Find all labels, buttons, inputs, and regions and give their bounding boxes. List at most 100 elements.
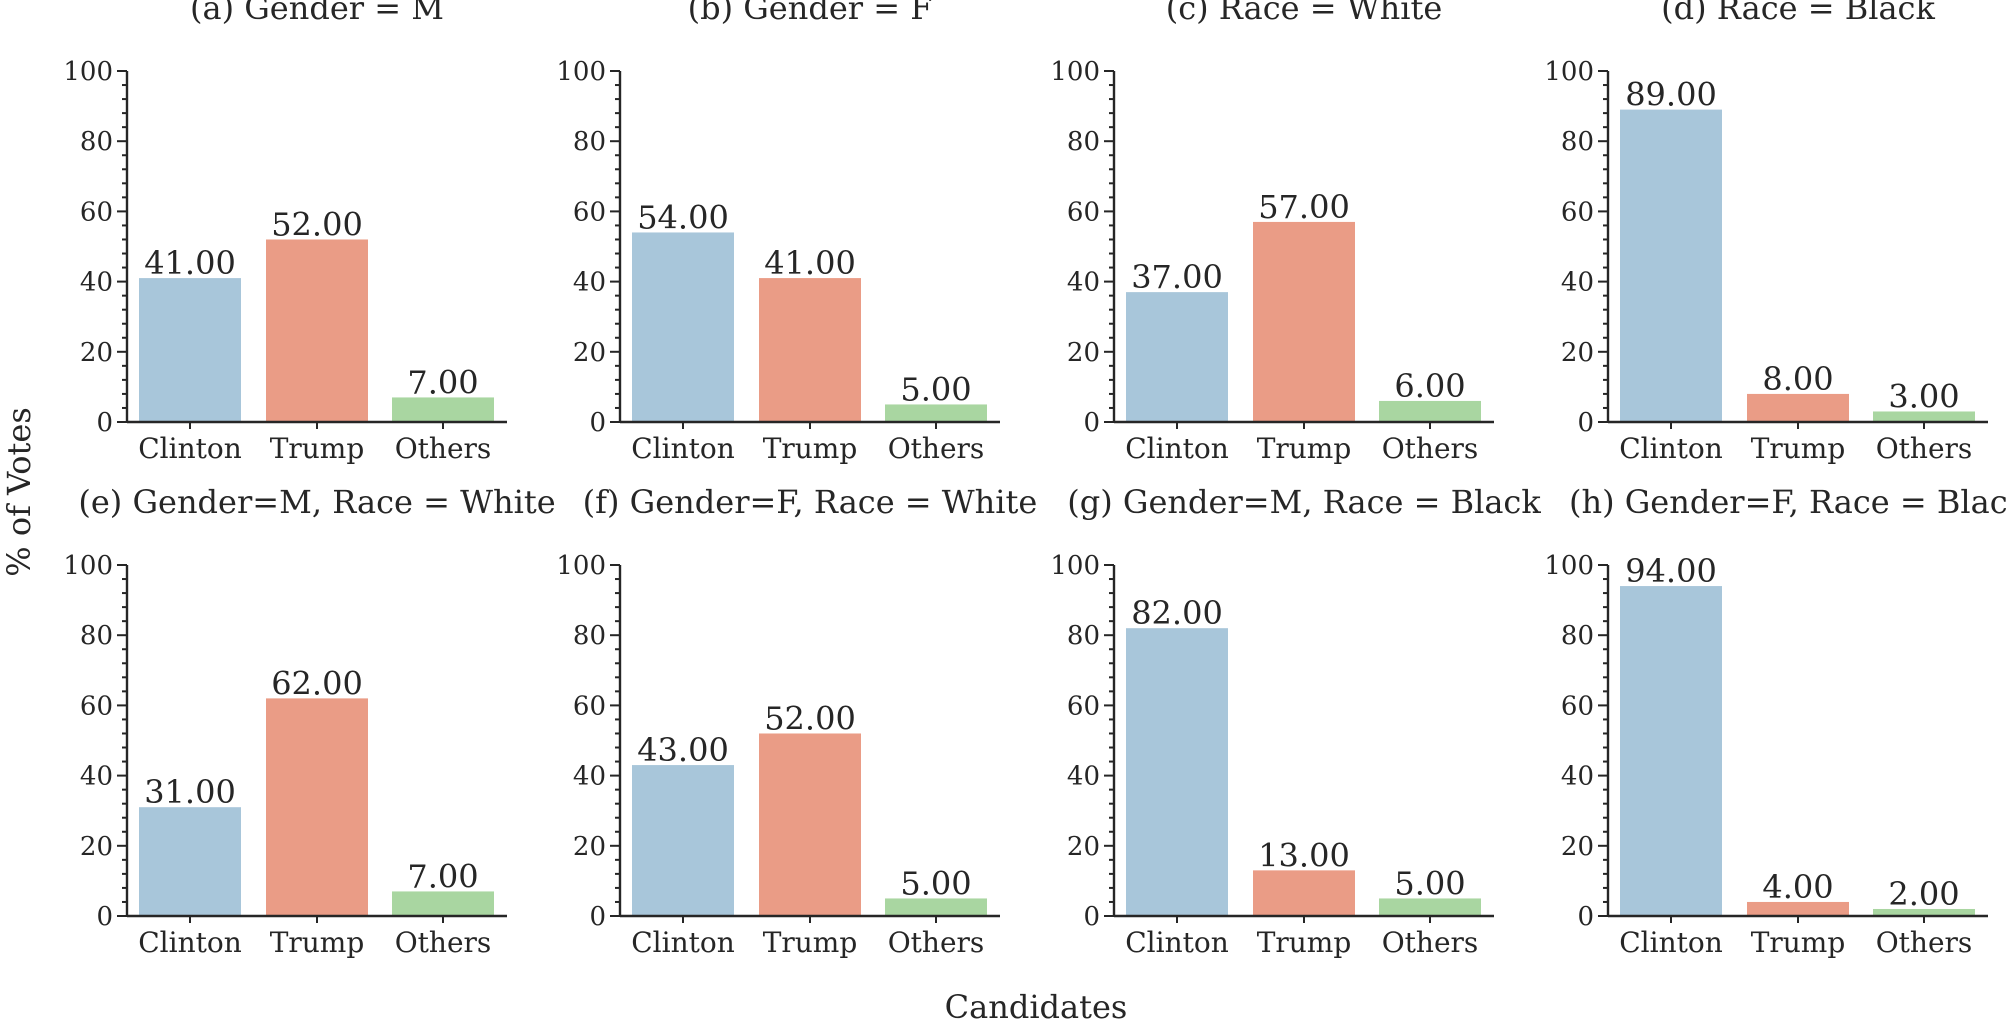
category-label: Others [395,432,492,465]
value-label: 54.00 [637,198,729,236]
bar-trump [759,733,861,916]
y-tick-label: 0 [96,408,113,438]
value-label: 3.00 [1888,377,1959,415]
y-tick-label: 40 [573,268,606,298]
y-tick-label: 20 [80,832,113,862]
bar-others [1873,411,1975,422]
value-label: 31.00 [144,773,236,811]
category-label: Trump [1257,926,1352,959]
category-label: Trump [763,432,858,465]
category-label: Trump [763,926,858,959]
y-tick-label: 100 [556,57,606,87]
category-label: Clinton [1125,432,1229,465]
bar-clinton [139,807,241,916]
category-label: Clinton [138,926,242,959]
y-tick-label: 20 [1561,832,1594,862]
value-label: 82.00 [1131,594,1223,632]
value-label: 5.00 [900,370,971,408]
y-tick-label: 60 [80,691,113,721]
y-tick-label: 80 [1561,621,1594,651]
y-tick-label: 0 [589,408,606,438]
y-tick-label: 20 [573,832,606,862]
value-label: 4.00 [1762,868,1833,906]
panel-title: (g) Gender=M, Race = Black [1067,483,1541,521]
y-tick-label: 0 [96,902,113,932]
y-tick-label: 0 [1083,902,1100,932]
y-tick-label: 100 [1050,551,1100,581]
y-tick-label: 60 [1561,197,1594,227]
y-tick-label: 0 [1577,902,1594,932]
y-tick-label: 80 [573,127,606,157]
y-tick-label: 100 [1544,57,1594,87]
y-tick-label: 20 [1067,338,1100,368]
value-label: 41.00 [764,244,856,282]
bar-trump [266,698,368,916]
bar-others [392,397,494,422]
y-tick-label: 100 [63,57,113,87]
panel-e: (e) Gender=M, Race = White 31.00 Clinton 62… [63,483,555,959]
bar-trump [1253,870,1355,916]
bar-others [885,404,987,422]
value-label: 2.00 [1888,875,1959,913]
y-tick-label: 20 [80,338,113,368]
y-tick-label: 80 [1067,127,1100,157]
y-tick-label: 0 [1083,408,1100,438]
bar-clinton [632,232,734,422]
panel-title: (c) Race = White [1166,0,1443,27]
y-tick-label: 80 [1561,127,1594,157]
y-tick-label: 40 [1561,762,1594,792]
category-label: Others [1382,432,1479,465]
bar-trump [759,278,861,422]
y-tick-label: 0 [589,902,606,932]
bar-others [1873,908,1975,916]
category-label: Others [888,926,985,959]
y-tick-label: 40 [1561,268,1594,298]
panel-title: (b) Gender = F [688,0,933,27]
panel-c: (c) Race = White 37.00 Clinton 57.00 Trump 6.… [1050,0,1494,465]
category-label: Clinton [1125,926,1229,959]
y-tick-label: 20 [1561,338,1594,368]
y-tick-label: 40 [80,762,113,792]
bar-others [885,898,987,916]
category-label: Others [1876,432,1973,465]
category-label: Trump [270,432,365,465]
category-label: Trump [270,926,365,959]
bar-trump [1747,393,1849,422]
bar-trump [1747,901,1849,916]
y-tick-label: 40 [80,268,113,298]
value-label: 8.00 [1762,360,1833,398]
y-tick-label: 60 [573,197,606,227]
bar-others [1379,898,1481,916]
panel-d: (d) Race = Black 89.00 Clinton 8.00 Trump 3.0… [1544,0,1988,465]
value-label: 37.00 [1131,258,1223,296]
panel-title: (a) Gender = M [190,0,444,27]
category-label: Others [1382,926,1479,959]
category-label: Others [395,926,492,959]
y-tick-label: 100 [63,551,113,581]
y-tick-label: 80 [80,621,113,651]
panel-title: (h) Gender=F, Race = Black [1569,483,2006,521]
category-label: Others [1876,926,1973,959]
category-label: Clinton [138,432,242,465]
y-axis-title: % of Votes [0,407,38,577]
bar-clinton [632,765,734,916]
panel-h: (h) Gender=F, Race = Black 94.00 Clinton 4.… [1544,483,2006,959]
bar-clinton [1620,109,1722,423]
bar-trump [266,239,368,422]
value-label: 52.00 [764,699,856,737]
y-tick-label: 0 [1577,408,1594,438]
x-axis-title: Candidates [945,988,1128,1026]
value-label: 62.00 [271,664,363,702]
panel-title: (e) Gender=M, Race = White [78,483,555,521]
y-tick-label: 20 [1067,832,1100,862]
category-label: Clinton [631,432,735,465]
y-tick-label: 60 [1067,691,1100,721]
value-label: 6.00 [1394,367,1465,405]
value-label: 41.00 [144,244,236,282]
value-label: 7.00 [407,857,478,895]
y-tick-label: 20 [573,338,606,368]
value-label: 13.00 [1258,836,1350,874]
value-label: 5.00 [1394,864,1465,902]
category-label: Clinton [1619,432,1723,465]
